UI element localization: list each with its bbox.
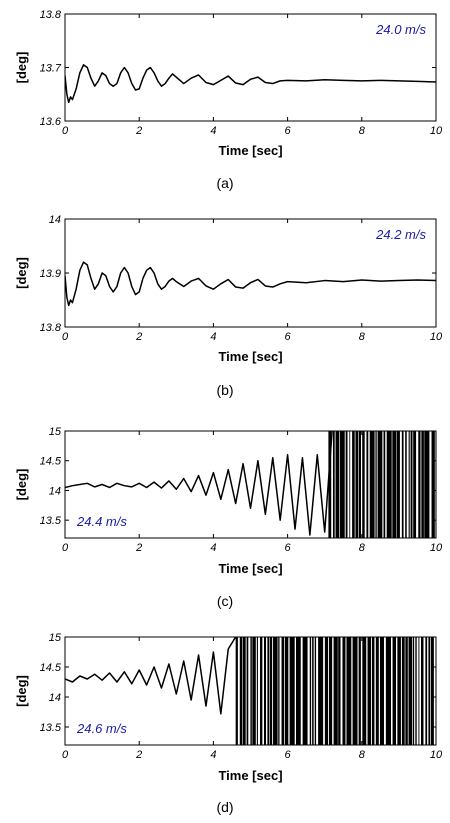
x-tick-label: 4	[210, 331, 216, 343]
y-tick-label: 13.8	[40, 9, 62, 21]
x-tick-label: 10	[430, 749, 443, 761]
x-tick-label: 0	[62, 542, 69, 554]
y-tick-label: 14	[49, 214, 61, 226]
plot-frame	[64, 636, 437, 746]
series-line	[65, 64, 436, 104]
x-tick-label: 0	[62, 331, 69, 343]
x-tick-label: 0	[62, 125, 69, 137]
x-tick-label: 4	[210, 125, 216, 137]
y-tick-label: 15	[49, 426, 62, 438]
y-axis-label: [deg]	[14, 257, 29, 289]
chart-panel-2: 0 2 4 6 8 10 13.8 13.9 14 Time [sec] [deg] 24.2 m/s…	[14, 214, 443, 398]
series-line	[65, 431, 333, 536]
y-tick-label: 15	[49, 632, 62, 644]
x-axis-label: Time [sec]	[218, 349, 282, 364]
x-tick-label: 4	[210, 542, 216, 554]
chart-panel-1: 0 2 4 6 8 10 13.6 13.7 13.8 Time [sec] [deg] 24.0 m…	[14, 9, 443, 191]
x-tick-label: 8	[359, 125, 366, 137]
y-axis-label: [deg]	[14, 675, 29, 707]
x-tick-label: 10	[430, 542, 443, 554]
unstable-region	[328, 431, 436, 538]
x-tick-label: 2	[135, 125, 142, 137]
y-tick-label: 13.6	[40, 116, 62, 128]
unstable-region	[235, 637, 436, 745]
y-tick-label: 14.5	[40, 456, 62, 468]
x-tick-label: 2	[135, 749, 142, 761]
x-axis-label: Time [sec]	[218, 143, 282, 158]
x-tick-label: 4	[210, 749, 216, 761]
x-tick-label: 8	[359, 331, 366, 343]
wind-speed-annotation: 24.4 m/s	[76, 514, 127, 529]
y-tick-label: 14	[49, 692, 61, 704]
y-tick-label: 13.9	[40, 268, 61, 280]
panel-label: (a)	[216, 175, 233, 191]
panel-label: (b)	[216, 382, 233, 398]
x-tick-label: 6	[285, 331, 292, 343]
x-tick-label: 2	[135, 542, 142, 554]
y-tick-label: 14.5	[40, 662, 62, 674]
series-line	[65, 637, 237, 715]
y-tick-label: 13.5	[40, 515, 62, 527]
chart-panel-4: 0 2 4 6 8 10 13.5 14 14.5 15 Time [sec] [deg] 24.6 m…	[14, 632, 443, 815]
y-axis-label: [deg]	[14, 469, 29, 501]
x-tick-label: 6	[285, 125, 292, 137]
x-axis-label: Time [sec]	[218, 768, 282, 783]
x-tick-label: 6	[285, 542, 292, 554]
wind-speed-annotation: 24.6 m/s	[76, 721, 127, 736]
x-tick-label: 2	[135, 331, 142, 343]
chart-panel-3: 0 2 4 6 8 10 13.5 14 14.5 15 Time [sec] [deg] 24.4 m…	[14, 426, 443, 609]
x-axis-label: Time [sec]	[218, 561, 282, 576]
x-tick-label: 6	[285, 749, 292, 761]
series-line	[65, 261, 436, 307]
y-tick-label: 13.8	[40, 322, 62, 334]
x-tick-label: 10	[430, 331, 443, 343]
plot-frame	[64, 430, 437, 539]
x-tick-label: 10	[430, 125, 443, 137]
y-tick-label: 13.7	[40, 63, 62, 75]
x-tick-label: 0	[62, 749, 69, 761]
wind-speed-annotation: 24.0 m/s	[375, 22, 426, 37]
panel-label: (c)	[217, 593, 233, 609]
x-tick-label: 8	[359, 542, 366, 554]
y-tick-label: 13.5	[40, 722, 62, 734]
x-tick-label: 8	[359, 749, 366, 761]
wind-speed-annotation: 24.2 m/s	[375, 227, 426, 242]
y-axis-label: [deg]	[14, 52, 29, 84]
panel-label: (d)	[216, 799, 233, 815]
y-tick-label: 14	[49, 485, 61, 497]
